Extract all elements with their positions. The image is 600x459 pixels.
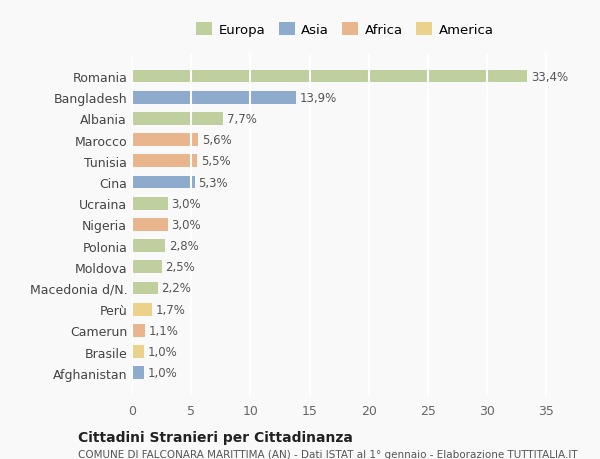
Bar	[132, 134, 198, 147]
Bar	[132, 303, 152, 316]
Legend: Europa, Asia, Africa, America: Europa, Asia, Africa, America	[191, 17, 499, 42]
Text: 3,0%: 3,0%	[171, 218, 200, 231]
Bar	[132, 261, 161, 274]
Text: 13,9%: 13,9%	[300, 91, 337, 105]
Text: 5,5%: 5,5%	[200, 155, 230, 168]
Text: 7,7%: 7,7%	[227, 112, 257, 126]
Bar	[132, 240, 165, 252]
Bar	[132, 113, 223, 125]
Text: COMUNE DI FALCONARA MARITTIMA (AN) - Dati ISTAT al 1° gennaio - Elaborazione TUT: COMUNE DI FALCONARA MARITTIMA (AN) - Dat…	[78, 449, 578, 459]
Text: 2,2%: 2,2%	[161, 282, 191, 295]
Bar	[132, 367, 144, 379]
Bar	[132, 197, 167, 210]
Text: 5,6%: 5,6%	[202, 134, 232, 147]
Text: 1,1%: 1,1%	[149, 324, 178, 337]
Bar	[132, 346, 144, 358]
Text: 1,0%: 1,0%	[148, 345, 177, 358]
Bar	[132, 218, 167, 231]
Text: 5,3%: 5,3%	[198, 176, 228, 189]
Bar	[132, 92, 296, 104]
Bar	[132, 282, 158, 295]
Text: 2,8%: 2,8%	[169, 240, 199, 252]
Bar	[132, 155, 197, 168]
Bar	[132, 325, 145, 337]
Text: 33,4%: 33,4%	[531, 70, 568, 84]
Bar	[132, 71, 527, 83]
Text: 3,0%: 3,0%	[171, 197, 200, 210]
Text: 2,5%: 2,5%	[165, 261, 195, 274]
Text: Cittadini Stranieri per Cittadinanza: Cittadini Stranieri per Cittadinanza	[78, 430, 353, 444]
Text: 1,7%: 1,7%	[155, 303, 185, 316]
Text: 1,0%: 1,0%	[148, 366, 177, 380]
Bar	[132, 176, 195, 189]
